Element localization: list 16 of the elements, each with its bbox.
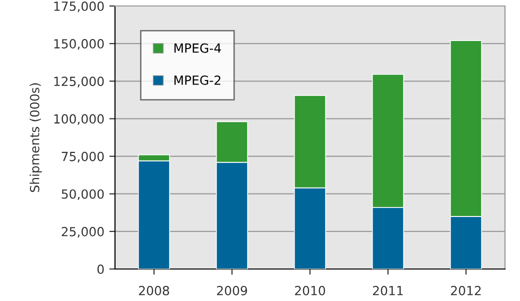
y-tick-label: 100,000 xyxy=(54,114,104,125)
y-tick-label: 175,000 xyxy=(54,1,104,12)
x-tick-label: 2010 xyxy=(295,286,326,296)
x-tick-label: 2008 xyxy=(139,286,170,296)
x-tick-label: 2009 xyxy=(217,286,248,296)
y-tick-label: 125,000 xyxy=(54,76,104,88)
x-tick-label: 2012 xyxy=(451,286,481,296)
legend-label: MPEG-4 xyxy=(174,43,221,53)
y-tick-label: 25,000 xyxy=(62,226,104,238)
legend-label: MPEG-2 xyxy=(174,75,220,85)
y-tick-label: 50,000 xyxy=(62,189,104,200)
x-tick-label: 2011 xyxy=(373,286,403,296)
y-tick-label: 150,000 xyxy=(54,39,104,50)
y-axis-title: Shipments (000s) xyxy=(30,83,42,192)
y-tick-label: 0 xyxy=(97,264,104,274)
y-tick-label: 75,000 xyxy=(62,152,104,162)
